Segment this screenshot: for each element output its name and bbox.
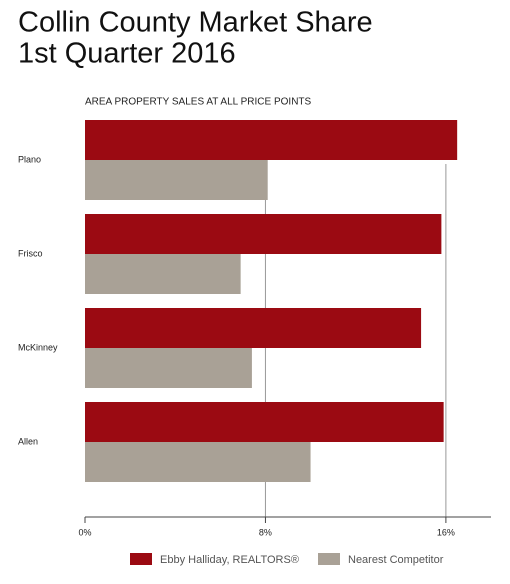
- bar: [85, 214, 442, 254]
- bar: [85, 402, 444, 442]
- x-tick-label: 8%: [259, 527, 272, 537]
- x-tick-label: 16%: [437, 527, 455, 537]
- legend-label: Nearest Competitor: [348, 554, 444, 566]
- bar: [85, 308, 422, 348]
- y-tick-label: Plano: [18, 154, 41, 164]
- x-tick-label: 0%: [78, 527, 91, 537]
- bar: [85, 254, 241, 294]
- legend-swatch: [318, 553, 340, 565]
- chart-title: 1st Quarter 2016: [18, 38, 236, 70]
- y-tick-label: McKinney: [18, 342, 58, 352]
- bar: [85, 442, 311, 482]
- chart-title: Collin County Market Share: [18, 7, 373, 39]
- y-tick-label: Frisco: [18, 248, 43, 258]
- bar: [85, 120, 458, 160]
- bar: [85, 348, 252, 388]
- bar: [85, 160, 268, 200]
- y-tick-label: Allen: [18, 436, 38, 446]
- legend-label: Ebby Halliday, REALTORS®: [160, 554, 299, 566]
- chart-subtitle: AREA PROPERTY SALES AT ALL PRICE POINTS: [85, 97, 312, 108]
- legend-swatch: [130, 553, 152, 565]
